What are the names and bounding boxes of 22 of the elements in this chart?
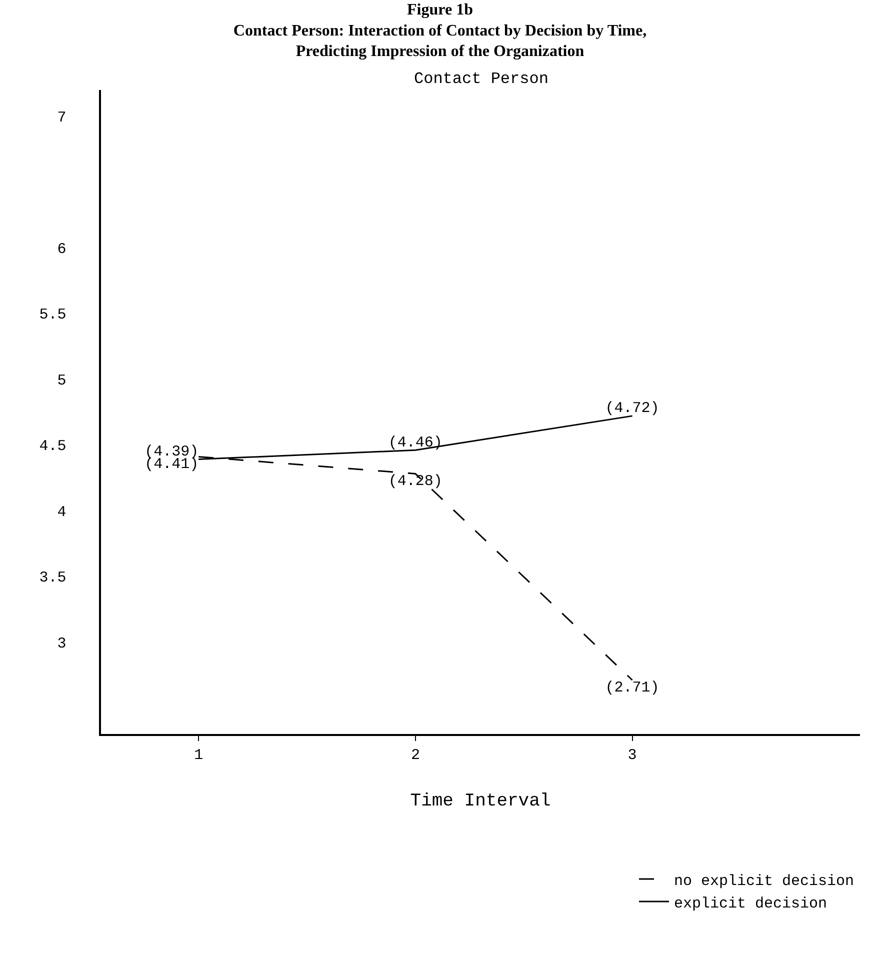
chart-subtitle: Contact Person: Interaction of Contact by Decision by Time, Predicting Impression of the Organization [233, 22, 647, 60]
data-label: (4.72) [605, 400, 660, 418]
x-tick-label: 3 [628, 746, 637, 764]
y-tick-label: 5 [57, 372, 66, 390]
legend-label: explicit decision [674, 895, 828, 912]
legend-label: no explicit decision [674, 872, 854, 890]
y-tick-label: 6 [57, 240, 66, 258]
chart-title: Figure 1b [407, 1, 474, 18]
y-tick-label: 3 [57, 635, 66, 652]
y-tick-label: 7 [57, 110, 66, 127]
x-tick-label: 2 [410, 746, 420, 764]
text: Contact Person [414, 70, 548, 88]
data-label: (4.41) [144, 456, 199, 473]
data-label: (2.71) [605, 679, 660, 696]
y-tick-label: 4.5 [39, 438, 66, 456]
y-tick-label: 5.5 [39, 306, 66, 324]
y-tick-label: 4 [57, 504, 66, 521]
data-label: (4.28) [388, 473, 442, 490]
y-tick-label: 3.5 [39, 570, 66, 587]
x-axis-title: Time Interval [410, 791, 551, 812]
x-tick-label: 1 [194, 746, 204, 764]
data-label: (4.46) [388, 434, 442, 452]
